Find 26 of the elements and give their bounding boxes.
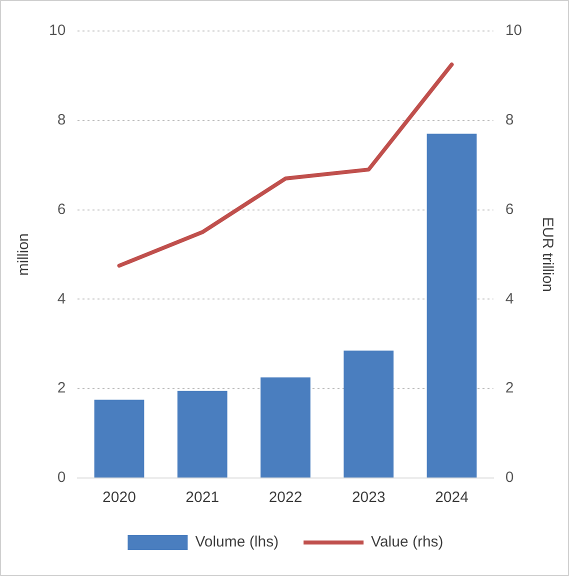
y2-tick-label: 4 [505,290,514,308]
y-tick-label: 8 [57,112,66,129]
y2-tick-label: 0 [505,469,514,486]
x-tick-label: 2020 [102,489,136,506]
y2-tick-label: 8 [505,112,514,129]
y-tick-label: 4 [57,290,66,308]
y-tick-label: 6 [57,200,66,218]
x-tick-label: 2021 [186,489,220,506]
bar [177,390,228,478]
y2-tick-label: 6 [505,200,514,218]
bar [344,350,394,478]
y2-axis-title: EUR trillion [538,216,556,292]
y-axis-title: million [15,233,32,276]
y-tick-label: 2 [57,380,66,397]
bar [260,377,310,478]
bar [94,400,144,478]
legend-label: Value (rhs) [371,534,444,551]
x-tick-label: 2023 [352,489,386,506]
legend-label: Volume (lhs) [195,534,279,551]
x-tick-label: 2024 [435,489,468,506]
y2-tick-label: 10 [505,22,522,40]
y2-tick-label: 2 [505,380,514,397]
y-tick-label: 0 [57,469,66,486]
bar [426,134,477,478]
x-tick-label: 2022 [268,489,302,506]
y-tick-label: 10 [48,22,66,40]
